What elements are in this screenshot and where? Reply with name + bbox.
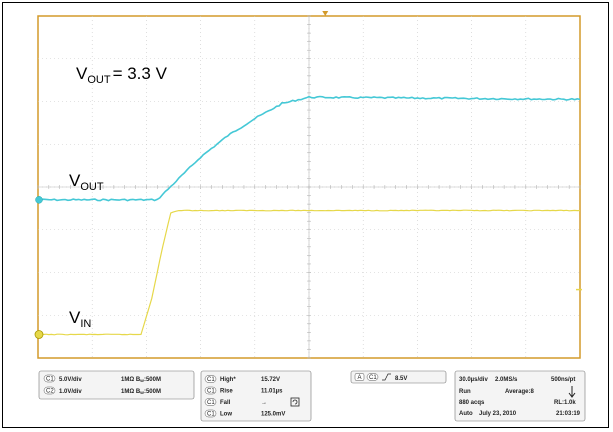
measurement-value: 15.72V [261, 377, 280, 383]
trigger-mode: A [358, 375, 362, 381]
date: July 23, 2010 [479, 411, 517, 417]
channel-settings-box [38, 370, 195, 400]
measurement-badge [204, 409, 217, 418]
ch2-impedance-bw: 1MΩ BW:500M [121, 389, 161, 395]
trigger-auto: Auto [459, 411, 473, 417]
graticule [37, 11, 581, 359]
measurement-name: Low [220, 412, 232, 418]
vin-trace-label: VIN [69, 308, 91, 330]
measurement-list: C1 High* 15.72V C1 Rise 11.01µs C1 Fall → C1 Low 12… [204, 375, 285, 418]
waveform-traces [37, 95, 581, 336]
run-state[interactable]: Run [459, 389, 471, 395]
figure-frame: VOUT = 3.3 V VOUT VIN C1 5.0V/div 1MΩ BW:… [2, 2, 609, 428]
measurement-value: 11.01µs [261, 389, 283, 395]
ch1-impedance-bw: 1MΩ BW:500M [121, 377, 161, 383]
ch1-badge[interactable] [43, 374, 56, 383]
measurements-box [200, 370, 312, 422]
time: 21:03:19 [556, 411, 581, 417]
ch1-badge-text: C1 [46, 377, 54, 383]
cycle-icon [290, 397, 300, 407]
ch1-scale: 5.0V/div [59, 377, 82, 383]
measurement-badge [204, 398, 217, 406]
rising-edge-icon [382, 373, 391, 381]
measurement-badge [204, 375, 217, 383]
ch1-trace [37, 209, 581, 336]
vout-setpoint-label: VOUT = 3.3 V [76, 64, 168, 86]
ch2-trace [37, 95, 581, 202]
timebase: 30.0µs/div [459, 377, 488, 383]
channel-markers [34, 196, 582, 339]
measurement-name: High* [220, 377, 236, 383]
readout-panel: C1 5.0V/div 1MΩ BW:500M C2 1.0V/div 1MΩ … [38, 370, 586, 422]
measurement-value: 125.0mV [261, 412, 285, 418]
trigger-mode-badge[interactable] [354, 373, 365, 381]
point-rate: 500ns/pt [551, 377, 575, 383]
acq-count: 880 acqs [459, 400, 485, 406]
trigger-position-marker [322, 11, 329, 16]
measurement-badge-text: C1 [207, 377, 215, 383]
ch2-badge[interactable] [43, 386, 56, 395]
measurement-badge-text: C1 [207, 412, 215, 418]
sample-rate: 2.0MS/s [495, 377, 518, 383]
acq-mode: Average:8 [505, 389, 534, 395]
trigger-level: 8.5V [395, 376, 407, 382]
measurement-badge-text: C1 [207, 389, 215, 395]
measurement-badge-text: C1 [207, 400, 215, 406]
record-length: RL:1.0k [554, 400, 576, 406]
acquisition-box [454, 370, 586, 422]
ch2-scale: 1.0V/div [59, 389, 82, 395]
measurement-badge [204, 386, 217, 395]
ch1-ground-marker [34, 330, 44, 339]
measurement-name: Rise [220, 389, 233, 395]
vout-trace-label: VOUT [69, 171, 104, 193]
measurement-value: → [261, 400, 267, 406]
ch2-ground-marker [35, 196, 43, 204]
trigger-ch-badge[interactable] [366, 373, 379, 381]
trigger-ch: C1 [369, 375, 377, 381]
oscilloscope-display: VOUT = 3.3 V VOUT VIN C1 5.0V/div 1MΩ BW:… [34, 11, 586, 422]
down-arrow-icon [568, 386, 576, 398]
ch2-badge-text: C2 [46, 389, 54, 395]
measurement-name: Fall [220, 400, 231, 406]
